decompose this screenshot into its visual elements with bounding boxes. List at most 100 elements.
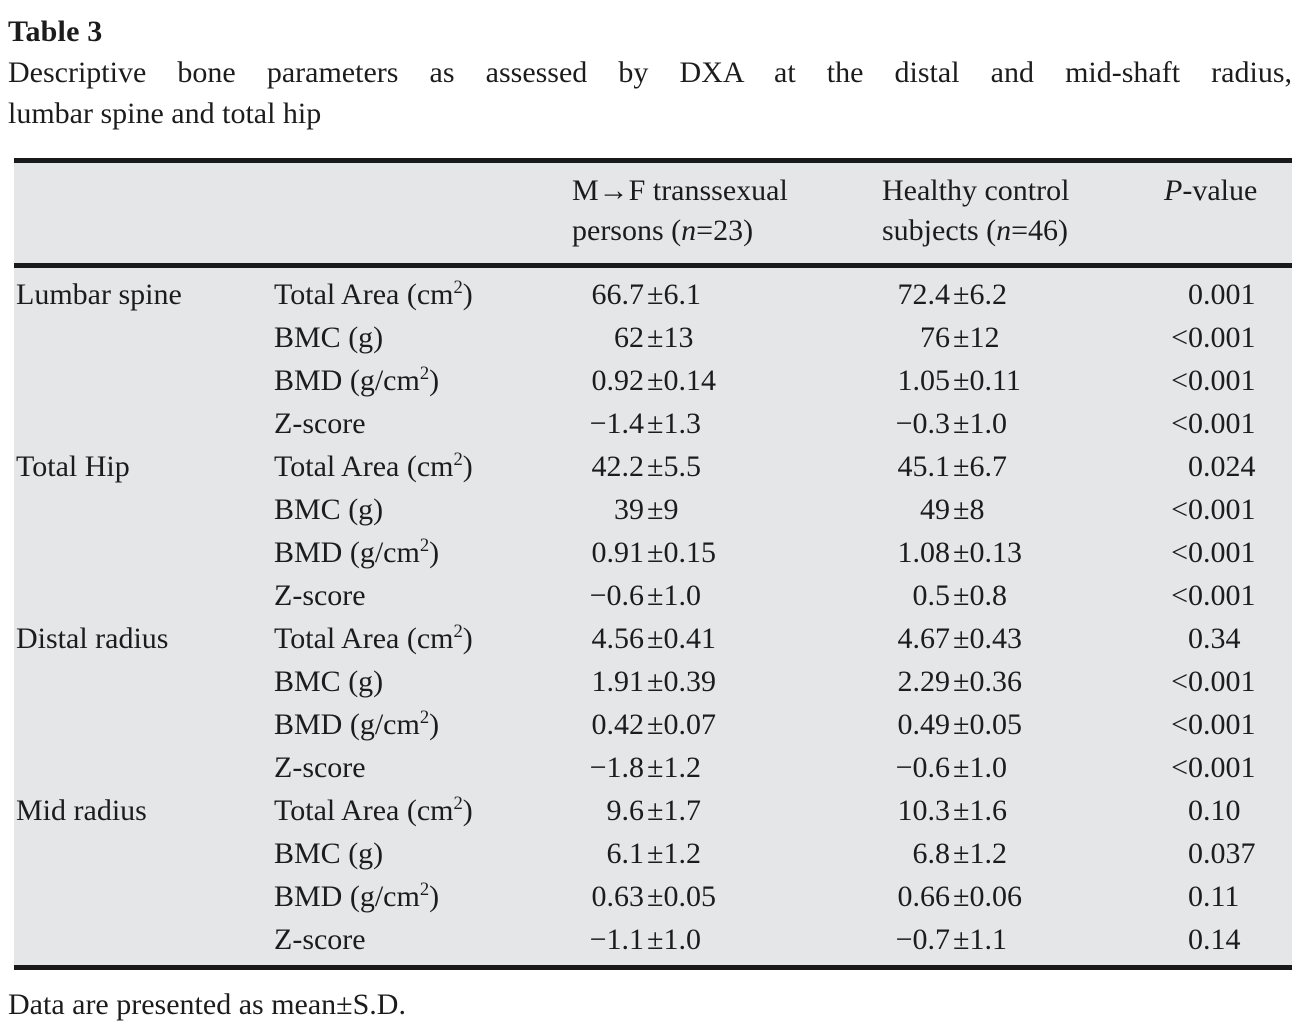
region-cell bbox=[16, 359, 274, 402]
pvalue-prefix bbox=[1162, 617, 1188, 660]
region-cell: Total Hip bbox=[16, 450, 130, 483]
pvalue-prefix bbox=[1162, 918, 1188, 961]
table-caption-line2: lumbar spine and total hip bbox=[8, 97, 322, 130]
pvalue-cell: 0.11 bbox=[1162, 875, 1288, 918]
region-cell bbox=[16, 488, 274, 531]
mtf-sd: ±9 bbox=[647, 493, 679, 526]
pvalue-prefix bbox=[1162, 273, 1188, 316]
parameter-cell: BMD (g/cm2) bbox=[274, 363, 440, 397]
parameter-cell: Z-score bbox=[274, 751, 366, 784]
pvalue-prefix: < bbox=[1171, 536, 1188, 569]
pvalue-prefix: < bbox=[1171, 493, 1188, 526]
mtf-value-cell: 0.92 ±0.14 bbox=[572, 359, 882, 402]
parameter-cell: Total Area (cm2) bbox=[274, 621, 473, 655]
control-sd: ±0.36 bbox=[953, 665, 1022, 698]
control-value-cell: 45.1 ±6.7 bbox=[882, 445, 1162, 488]
pvalue-number: 0.001 bbox=[1188, 579, 1256, 612]
pvalue-cell: 0.14 bbox=[1162, 918, 1288, 961]
control-value-cell: 10.3 ±1.6 bbox=[882, 789, 1162, 832]
pvalue-cell: <0.001 bbox=[1162, 488, 1288, 531]
mtf-mean: −1.4 bbox=[589, 407, 644, 440]
parameter-cell: BMD (g/cm2) bbox=[274, 879, 440, 913]
region-cell bbox=[16, 918, 274, 961]
control-mean: 1.08 bbox=[897, 536, 951, 569]
parameter-cell: BMC (g) bbox=[274, 665, 384, 698]
table-row: Z-score −1.4 ±1.3 −0.3 ±1.0 <0.001 bbox=[14, 402, 1292, 445]
pvalue-number: 0.001 bbox=[1188, 321, 1256, 354]
table-row: Mid radius Total Area (cm2) 9.6 ±1.7 10.3 ±1.… bbox=[14, 789, 1292, 832]
mtf-sd: ±0.15 bbox=[647, 536, 716, 569]
control-value-cell: 49 ±8 bbox=[882, 488, 1162, 531]
mtf-mean: 0.91 bbox=[591, 536, 645, 569]
mtf-mean: 9.6 bbox=[606, 794, 645, 827]
pvalue-number: 0.001 bbox=[1188, 364, 1256, 397]
control-sd: ±0.05 bbox=[953, 708, 1022, 741]
mtf-sd: ±6.1 bbox=[647, 278, 701, 311]
mtf-sd: ±0.14 bbox=[647, 364, 716, 397]
region-cell bbox=[16, 746, 274, 789]
dxa-parameters-table: M→F transsexual persons (n=23) Healthy co… bbox=[14, 158, 1292, 970]
mtf-value-cell: 62 ±13 bbox=[572, 316, 882, 359]
mtf-sd: ±5.5 bbox=[647, 450, 701, 483]
pvalue-prefix: < bbox=[1171, 751, 1188, 784]
table-body: Lumbar spine Total Area (cm2) 66.7 ±6.1 72.4… bbox=[14, 268, 1292, 965]
pvalue-prefix bbox=[1162, 789, 1188, 832]
control-sd: ±6.7 bbox=[953, 450, 1007, 483]
pvalue-cell: <0.001 bbox=[1162, 660, 1288, 703]
table-row: BMC (g) 1.91 ±0.39 2.29 ±0.36 <0.001 bbox=[14, 660, 1292, 703]
control-sd: ±1.2 bbox=[953, 837, 1007, 870]
table-label: Table 3 bbox=[8, 15, 103, 48]
table-row: BMC (g) 39 ±9 49 ±8 <0.001 bbox=[14, 488, 1292, 531]
mtf-mean: 0.92 bbox=[591, 364, 645, 397]
control-value-cell: 0.66 ±0.06 bbox=[882, 875, 1162, 918]
pvalue-cell: <0.001 bbox=[1162, 531, 1288, 574]
control-mean: 2.29 bbox=[897, 665, 951, 698]
control-value-cell: −0.6 ±1.0 bbox=[882, 746, 1162, 789]
mtf-value-cell: 0.42 ±0.07 bbox=[572, 703, 882, 746]
mtf-sd: ±1.2 bbox=[647, 837, 701, 870]
control-mean: 0.5 bbox=[912, 579, 951, 612]
table-row: BMC (g) 6.1 ±1.2 6.8 ±1.2 0.037 bbox=[14, 832, 1292, 875]
pvalue-prefix: < bbox=[1171, 708, 1188, 741]
table-row: Z-score −0.6 ±1.0 0.5 ±0.8 <0.001 bbox=[14, 574, 1292, 617]
pvalue-cell: 0.001 bbox=[1162, 273, 1288, 316]
region-cell bbox=[16, 875, 274, 918]
mtf-mean: 66.7 bbox=[591, 278, 645, 311]
pvalue-number: 0.024 bbox=[1188, 450, 1256, 483]
mtf-sd: ±1.0 bbox=[647, 579, 701, 612]
header-parameter-cell bbox=[274, 171, 572, 251]
control-mean: 4.67 bbox=[897, 622, 951, 655]
region-cell bbox=[16, 832, 274, 875]
control-mean: 76 bbox=[920, 321, 950, 354]
pvalue-cell: <0.001 bbox=[1162, 746, 1288, 789]
control-value-cell: 76 ±12 bbox=[882, 316, 1162, 359]
header-control-group: Healthy control subjects (n=46) bbox=[882, 174, 1070, 247]
control-sd: ±1.0 bbox=[953, 751, 1007, 784]
control-mean: 0.49 bbox=[897, 708, 951, 741]
control-value-cell: 0.49 ±0.05 bbox=[882, 703, 1162, 746]
pvalue-number: 0.001 bbox=[1188, 407, 1256, 440]
control-value-cell: 4.67 ±0.43 bbox=[882, 617, 1162, 660]
table-header-row: M→F transsexual persons (n=23) Healthy co… bbox=[14, 163, 1292, 268]
mtf-mean: 0.63 bbox=[591, 880, 645, 913]
pvalue-number: 0.001 bbox=[1188, 751, 1256, 784]
mtf-value-cell: 0.63 ±0.05 bbox=[572, 875, 882, 918]
mtf-value-cell: −1.1 ±1.0 bbox=[572, 918, 882, 961]
pvalue-number: 0.14 bbox=[1188, 923, 1241, 956]
region-cell bbox=[16, 531, 274, 574]
header-mtf-group: M→F transsexual persons (n=23) bbox=[572, 174, 788, 247]
table-row: Z-score −1.8 ±1.2 −0.6 ±1.0 <0.001 bbox=[14, 746, 1292, 789]
pvalue-cell: <0.001 bbox=[1162, 574, 1288, 617]
control-sd: ±0.43 bbox=[953, 622, 1022, 655]
table-row: BMD (g/cm2) 0.63 ±0.05 0.66 ±0.06 0.11 bbox=[14, 875, 1292, 918]
control-mean: −0.3 bbox=[895, 407, 950, 440]
parameter-cell: Z-score bbox=[274, 923, 366, 956]
mtf-sd: ±0.39 bbox=[647, 665, 716, 698]
mtf-mean: 1.91 bbox=[591, 665, 645, 698]
table-row: BMD (g/cm2) 0.92 ±0.14 1.05 ±0.11 <0.001 bbox=[14, 359, 1292, 402]
region-cell: Lumbar spine bbox=[16, 278, 182, 311]
control-mean: −0.6 bbox=[895, 751, 950, 784]
parameter-cell: Z-score bbox=[274, 407, 366, 440]
mtf-value-cell: −1.4 ±1.3 bbox=[572, 402, 882, 445]
